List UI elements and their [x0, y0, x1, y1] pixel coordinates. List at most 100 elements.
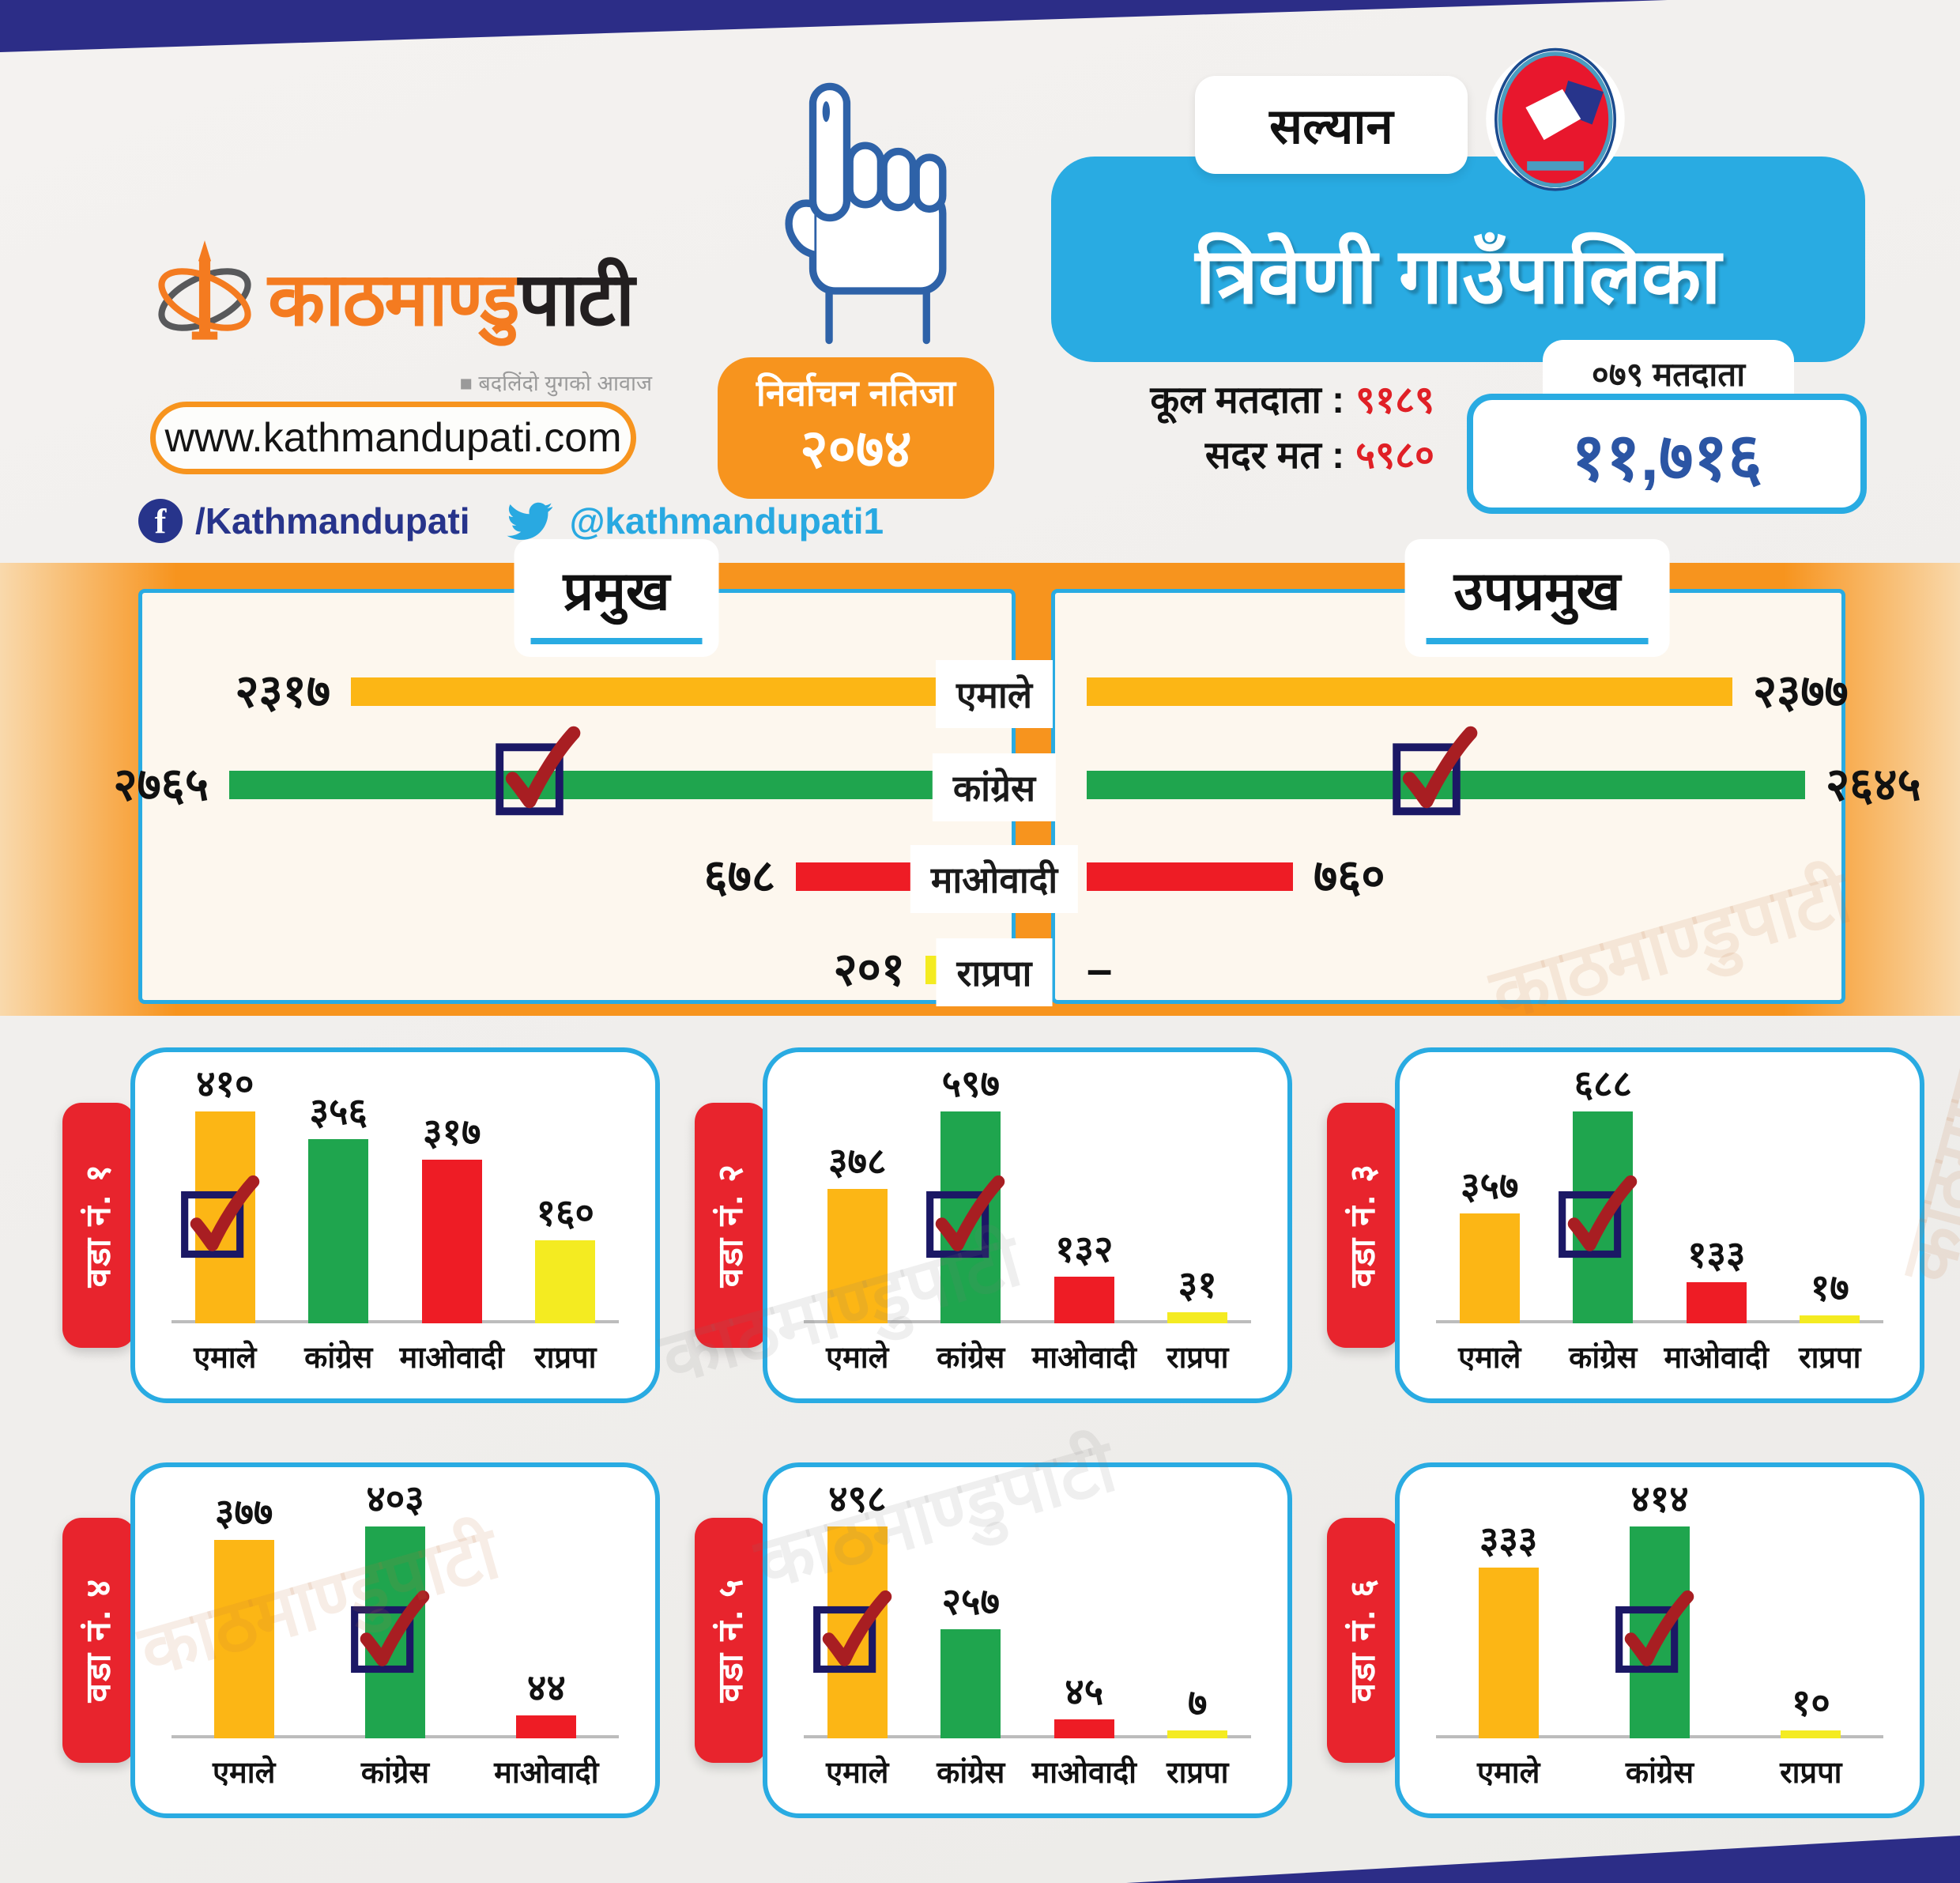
bar-column: १३२ माओवादी — [1027, 1058, 1141, 1398]
ward-grid: वडा नं. १ ४१० एमाले ३५६ कांग्रेस ३१७ माओ… — [62, 1047, 1924, 1818]
bar-column: ३७७ एमाले — [168, 1474, 319, 1813]
party-label: माओवादी — [399, 1341, 504, 1375]
title-underline — [1426, 638, 1649, 644]
bar-column: २५७ कांग्रेस — [914, 1474, 1028, 1813]
bar-value-label: १७ — [1810, 1266, 1849, 1308]
party-bar — [1087, 771, 1805, 799]
bar-value-label: ४४ — [526, 1666, 566, 1708]
party-label: माओवादी — [1031, 1341, 1136, 1375]
result-bar-row: ६७८ — [142, 854, 1012, 900]
party-bar — [1686, 1282, 1747, 1323]
upapramukh-panel: २३७७ २६४५ ७६० – — [1051, 589, 1921, 1004]
bar-value-label: २७६५ — [113, 759, 209, 810]
party-label: राप्रपा — [1799, 1341, 1861, 1375]
ward-chart-card: ३७८ एमाले ५९७ कांग्रेस १३२ माओवादी ३१ रा… — [763, 1047, 1292, 1403]
ward-card: वडा नं. २ ३७८ एमाले ५९७ कांग्रेस १३२ माओ… — [695, 1047, 1292, 1403]
ward-chart: ३५७ एमाले ६८८ कांग्रेस १३३ माओवादी १७ रा… — [1433, 1058, 1886, 1398]
ward-card: वडा नं. १ ४१० एमाले ३५६ कांग्रेस ३१७ माओ… — [62, 1047, 660, 1403]
party-label: माओवादी — [1031, 1757, 1136, 1790]
bar-column: ३५७ एमाले — [1433, 1058, 1547, 1398]
bar-value-label: १३३ — [1687, 1233, 1746, 1275]
bar-value-label: ६७८ — [703, 851, 775, 902]
twitter-handle: @kathmandupati1 — [569, 500, 884, 542]
party-bar — [1800, 1315, 1860, 1323]
ward-tab-label: वडा नं. ५ — [711, 1578, 750, 1703]
party-label: एमाले — [826, 1757, 889, 1790]
result-bar-row: २०१ — [142, 947, 1012, 993]
party-bar — [213, 1540, 274, 1738]
bar-column: ३७८ एमाले — [801, 1058, 914, 1398]
bar-column: ३३३ एमाले — [1433, 1474, 1584, 1813]
ward-card: वडा नं. ४ ३७७ एमाले ४०३ कांग्रेस ४४ माओव… — [62, 1462, 660, 1818]
ward-tab: वडा नं. २ — [695, 1103, 767, 1348]
brand-wordmark: काठमाण्डुपाटी — [268, 262, 635, 337]
bar-columns: ३७८ एमाले ५९७ कांग्रेस १३२ माओवादी ३१ रा… — [801, 1058, 1254, 1398]
ward-card: वडा नं. ३ ३५७ एमाले ६८८ कांग्रेस १३३ माओ… — [1327, 1047, 1924, 1403]
chief-title: प्रमुख — [563, 561, 670, 621]
deputy-title-box: उपप्रमुख — [1404, 539, 1670, 657]
bar-column: ४५ माओवादी — [1027, 1474, 1141, 1813]
party-label: एमाले — [1476, 1757, 1540, 1790]
party-bar — [1087, 862, 1293, 891]
party-bar — [229, 771, 980, 799]
bar-value-label: ७६० — [1314, 851, 1385, 902]
bar-column: ४४ माओवादी — [471, 1474, 622, 1813]
valid-votes-value: ५९८० — [1355, 434, 1434, 477]
pramukh-panel: २३१७ २७६५ ६७८ २०१ — [113, 589, 1016, 1004]
ward-chart: ४१० एमाले ३५६ कांग्रेस ३१७ माओवादी १६० र… — [168, 1058, 622, 1398]
party-label: राप्रपा — [1780, 1757, 1842, 1790]
bar-value-label: ३१ — [1178, 1263, 1217, 1305]
party-label: माओवादी — [1664, 1341, 1769, 1375]
bar-columns: ३५७ एमाले ६८८ कांग्रेस १३३ माओवादी १७ रा… — [1433, 1058, 1886, 1398]
bar-value-label: ३७७ — [215, 1491, 273, 1533]
chief-title-box: प्रमुख — [514, 539, 719, 657]
valid-votes-row: सदर मत :५९८० — [1059, 428, 1434, 484]
party-bar — [1459, 1213, 1520, 1323]
registered-voters-box: ११,७१६ — [1467, 394, 1867, 514]
election-year-badge: निर्वाचन नतिजा २०७४ — [718, 357, 994, 500]
bar-column: ४९८ एमाले — [801, 1474, 914, 1813]
party-label: राप्रपा — [936, 938, 1053, 1006]
bar-value-label: – — [1087, 944, 1113, 995]
party-bar — [516, 1715, 577, 1738]
ward-chart: ३३३ एमाले ४१४ कांग्रेस १० राप्रपा — [1433, 1474, 1886, 1813]
party-label: कांग्रेस — [1569, 1341, 1638, 1375]
party-bar — [1054, 1719, 1114, 1738]
bar-columns: ४१० एमाले ३५६ कांग्रेस ३१७ माओवादी १६० र… — [168, 1058, 622, 1398]
chart-baseline — [1436, 1320, 1883, 1323]
party-bar — [1573, 1111, 1634, 1323]
bar-column: ५९७ कांग्रेस — [914, 1058, 1028, 1398]
ward-tab-label: वडा नं. १ — [79, 1163, 118, 1288]
ward-chart: ४९८ एमाले २५७ कांग्रेस ४५ माओवादी ७ राप्… — [801, 1474, 1254, 1813]
result-bar-row: ७६० — [1055, 854, 1841, 900]
party-bar — [1054, 1277, 1114, 1323]
party-label: राप्रपा — [534, 1341, 597, 1375]
valid-votes-label: सदर मत : — [1204, 434, 1345, 477]
party-bar — [1167, 1730, 1228, 1738]
top-diagonal-band — [0, 0, 1668, 52]
bar-column: ४१० एमाले — [168, 1058, 282, 1398]
party-bar — [1167, 1312, 1228, 1323]
bar-column: ३१७ माओवादी — [395, 1058, 509, 1398]
bar-value-label: ३१७ — [423, 1111, 481, 1153]
bar-value-label: ३५७ — [1461, 1164, 1519, 1206]
party-bar — [1087, 677, 1732, 706]
bar-columns: ४९८ एमाले २५७ कांग्रेस ४५ माओवादी ७ राप्… — [801, 1474, 1254, 1813]
ward-tab: वडा नं. १ — [62, 1103, 135, 1348]
party-label: एमाले — [1458, 1341, 1521, 1375]
bar-value-label: ७ — [1188, 1681, 1208, 1723]
bar-value-label: २०१ — [833, 944, 905, 995]
result-bar-row: २३१७ — [142, 669, 1012, 715]
brand-part2: पाटी — [518, 258, 635, 341]
party-bar — [535, 1240, 596, 1323]
ward-tab-label: वडा नं. २ — [711, 1163, 750, 1288]
ward-tab: वडा नं. ३ — [1327, 1103, 1400, 1348]
party-label: राप्रपा — [1167, 1341, 1229, 1375]
brand-tagline: ■ बदलिंदो युगको आवाज — [459, 372, 652, 395]
social-links: f /Kathmandupati @kathmandupati1 — [138, 498, 884, 544]
party-label: कांग्रेस — [1625, 1757, 1694, 1790]
title-underline — [530, 638, 703, 644]
ballot-box-logo — [1486, 47, 1625, 191]
bar-value-label: ४१४ — [1630, 1477, 1689, 1519]
party-bar — [827, 1189, 888, 1323]
